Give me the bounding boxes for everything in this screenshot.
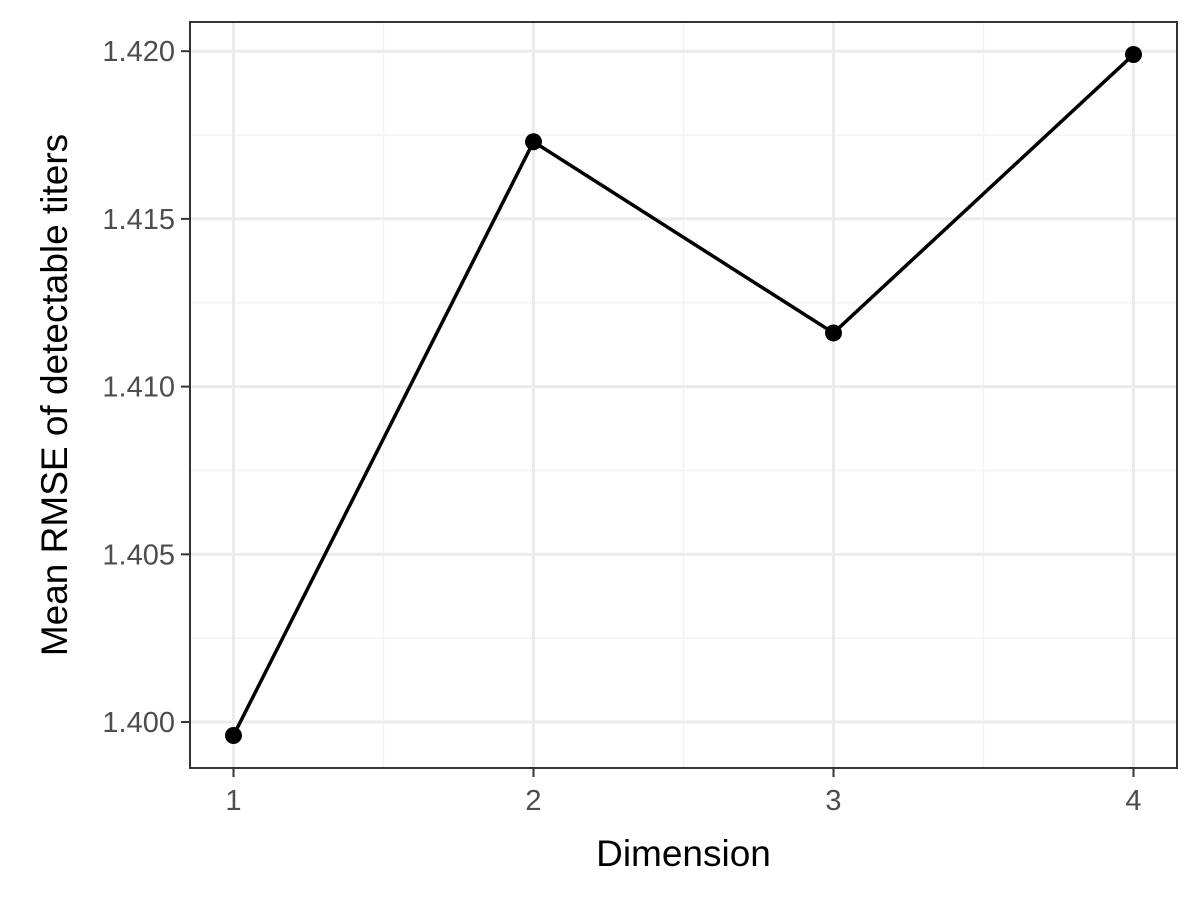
x-tick-label: 1	[225, 785, 241, 817]
data-point	[1125, 46, 1142, 64]
y-axis: 1.400 1.405 1.410 1.415 1.420	[102, 36, 190, 739]
data-point	[225, 726, 242, 744]
data-point	[525, 133, 542, 151]
y-axis-title: Mean RMSE of detectable titers	[34, 134, 75, 656]
series-line	[231, 53, 1135, 737]
x-tick-label: 2	[525, 785, 541, 817]
data-series	[225, 46, 1142, 744]
y-tick-label: 1.410	[102, 372, 175, 404]
panel-border	[189, 21, 1178, 769]
x-axis: 1 2 3 4	[225, 768, 1142, 817]
x-tick-label: 4	[1125, 785, 1141, 817]
x-tick-label: 3	[825, 785, 841, 817]
minor-gridlines	[190, 22, 1177, 768]
y-tick-label: 1.405	[102, 539, 175, 571]
y-tick-label: 1.400	[102, 707, 175, 739]
y-tick-label: 1.415	[102, 204, 175, 236]
data-point	[825, 324, 842, 342]
y-tick-label: 1.420	[102, 36, 175, 68]
x-axis-title: Dimension	[596, 833, 771, 874]
